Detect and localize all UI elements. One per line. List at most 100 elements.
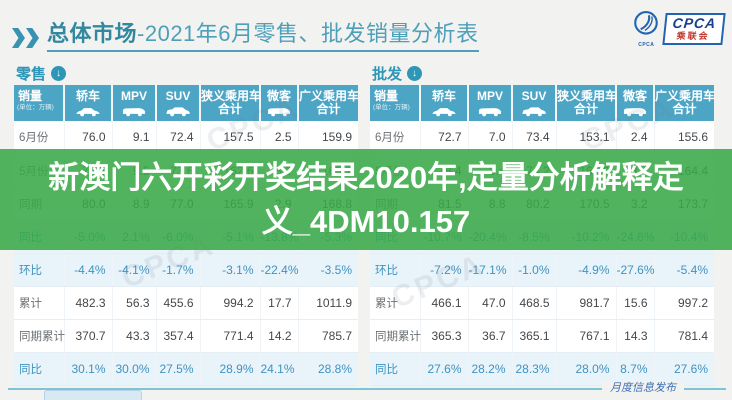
- value-cell: 47.0: [468, 286, 513, 320]
- value-cell: 28.9%: [200, 352, 261, 386]
- value-cell: 7.0: [468, 121, 513, 155]
- value-cell: -1.0%: [512, 253, 557, 287]
- value-cell: 153.1: [556, 121, 617, 155]
- value-cell: -1.7%: [156, 253, 201, 287]
- value-cell: 994.2: [200, 286, 261, 320]
- value-cell: 2.4: [616, 121, 655, 155]
- value-cell: 482.3: [64, 286, 113, 320]
- table-title: 零售: [16, 66, 47, 83]
- value-cell: 157.5: [200, 121, 261, 155]
- column-header: SUV: [156, 85, 201, 121]
- value-cell: 43.3: [112, 319, 157, 353]
- value-cell: 2.5: [260, 121, 299, 155]
- row-label: 同期累计: [14, 319, 65, 353]
- row-label: 累计: [14, 286, 65, 320]
- column-header: 微客: [260, 85, 299, 121]
- table-row: 环比 -7.2% -17.1% -1.0% -4.9% -27.6% -5.4%: [370, 253, 714, 287]
- value-cell: -4.9%: [556, 253, 617, 287]
- value-cell: 15.6: [616, 286, 655, 320]
- circle-down-arrow-icon: ↓: [407, 66, 423, 81]
- page-title-rest: -2021年6月零售、批发销量分析表: [137, 21, 479, 46]
- value-cell: 36.7: [468, 319, 513, 353]
- value-cell: 76.0: [64, 121, 113, 155]
- value-cell: 370.7: [64, 319, 113, 353]
- value-cell: 466.1: [420, 286, 469, 320]
- column-header: MPV: [468, 85, 513, 121]
- table-row: 环比 -4.4% -4.1% -1.7% -3.1% -22.4% -3.5%: [14, 253, 358, 287]
- header-row: 销量 (单位：万辆) 轿车 MPV SUV 狭义乘用车 合计 微客 广义乘用车 合计: [14, 85, 359, 121]
- value-cell: -3.1%: [200, 253, 261, 287]
- value-cell: 30.0%: [112, 352, 157, 386]
- table-row: 累计 466.1 47.0 468.5 981.7 15.6 997.2: [370, 286, 714, 320]
- mpv-icon: [469, 104, 511, 117]
- value-cell: 28.3%: [512, 352, 557, 386]
- value-cell: 28.8%: [298, 352, 358, 386]
- cpca-logo: CPCA CPCA 乘联会: [632, 10, 726, 48]
- value-cell: 357.4: [156, 319, 201, 353]
- spam-overlay-banner[interactable]: 新澳门六开彩开奖结果2020年,定量分析解释定 义_4DM10.157: [0, 149, 732, 250]
- overlay-text-line2: 义_4DM10.157: [261, 203, 471, 239]
- value-cell: 159.9: [298, 121, 358, 155]
- column-header: 狭义乘用车 合计: [556, 85, 617, 121]
- value-cell: -3.5%: [298, 253, 358, 287]
- cpca-logo-box: CPCA 乘联会: [662, 13, 726, 45]
- page-header: 总体市场-2021年6月零售、批发销量分析表: [12, 16, 479, 52]
- value-cell: 365.1: [512, 319, 557, 353]
- value-cell: 27.5%: [156, 352, 201, 386]
- value-cell: 455.6: [156, 286, 201, 320]
- table-row: 同期累计 370.7 43.3 357.4 771.4 14.2 785.7: [14, 319, 358, 353]
- column-header: 销量 (单位：万辆): [370, 85, 421, 121]
- suv-icon: [513, 104, 555, 117]
- row-label: 同比: [370, 352, 421, 386]
- sedan-icon: [65, 104, 111, 117]
- page-title-strong: 总体市场: [47, 21, 138, 46]
- mpv-icon: [113, 104, 155, 117]
- double-chevron-icon: [12, 28, 40, 48]
- value-cell: 8.7%: [616, 352, 655, 386]
- value-cell: -17.1%: [468, 253, 513, 287]
- table-row: 累计 482.3 56.3 455.6 994.2 17.7 1011.9: [14, 286, 358, 320]
- value-cell: -27.6%: [616, 253, 655, 287]
- value-cell: 365.3: [420, 319, 469, 353]
- minibus-icon: [261, 104, 297, 117]
- column-header: 广义乘用车 合计: [654, 85, 715, 121]
- row-label: 同比: [14, 352, 65, 386]
- column-header: 轿车: [420, 85, 469, 121]
- value-cell: 30.1%: [64, 352, 113, 386]
- value-cell: 14.3: [616, 319, 655, 353]
- column-header: 销量 (单位：万辆): [14, 85, 65, 121]
- table-row: 6月份 76.0 9.1 72.4 157.5 2.5 159.9: [14, 121, 358, 155]
- column-header: SUV: [512, 85, 557, 121]
- footer-divider: [8, 388, 726, 390]
- sedan-icon: [421, 104, 467, 117]
- table-row: 同比 27.6% 28.2% 28.3% 28.0% 8.7% 27.6%: [370, 352, 714, 386]
- footer-note: 月度信息发布: [602, 381, 684, 395]
- column-header: 广义乘用车 合计: [298, 85, 359, 121]
- bottom-left-tab: [44, 390, 142, 400]
- column-header: 狭义乘用车 合计: [200, 85, 261, 121]
- row-label: 环比: [370, 253, 421, 287]
- value-cell: -4.1%: [112, 253, 157, 287]
- swoosh-icon: [634, 11, 659, 35]
- value-cell: -5.4%: [654, 253, 714, 287]
- overlay-text-line1: 新澳门六开彩开奖结果2020年,定量分析解释定: [48, 159, 684, 195]
- table-title-row: 批发 ↓: [370, 62, 714, 85]
- row-label: 同期累计: [370, 319, 421, 353]
- table-title-row: 零售 ↓: [14, 62, 358, 85]
- table-row: 同期累计 365.3 36.7 365.1 767.1 14.3 781.4: [370, 319, 714, 353]
- suv-icon: [157, 104, 199, 117]
- value-cell: 997.2: [654, 286, 714, 320]
- value-cell: 24.1%: [260, 352, 299, 386]
- value-cell: 17.7: [260, 286, 299, 320]
- page-title: 总体市场-2021年6月零售、批发销量分析表: [47, 16, 479, 52]
- value-cell: 781.4: [654, 319, 714, 353]
- value-cell: 72.7: [420, 121, 469, 155]
- value-cell: -7.2%: [420, 253, 469, 287]
- table-title: 批发: [372, 66, 403, 83]
- table-row: 6月份 72.7 7.0 73.4 153.1 2.4 155.6: [370, 121, 714, 155]
- value-cell: 771.4: [200, 319, 261, 353]
- column-header: 微客: [616, 85, 655, 121]
- value-cell: 155.6: [654, 121, 714, 155]
- emblem-caption: CPCA: [638, 42, 655, 48]
